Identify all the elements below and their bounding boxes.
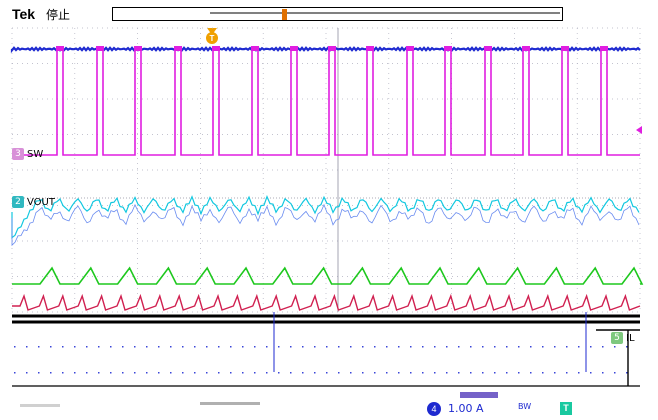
ch2-number: 2 <box>12 196 24 208</box>
ch5-il-trace <box>12 266 644 285</box>
record-position-marker <box>282 9 287 20</box>
ch3-edge-marks <box>56 46 608 51</box>
trigger-arrow-icon <box>207 28 217 35</box>
scope-header: Tek 停止 <box>0 0 658 28</box>
ch4-current-trace <box>12 314 640 324</box>
footer-artifact-3 <box>20 404 60 407</box>
ch1-trace <box>10 46 641 54</box>
ch2-vout-echo <box>11 203 640 247</box>
lower-graticule <box>14 346 628 374</box>
graticule <box>11 27 641 313</box>
ch3-offset-arrow-icon <box>636 126 642 134</box>
ch-red-trace <box>12 293 641 311</box>
ch4-badge[interactable]: 4 <box>427 402 441 416</box>
acquisition-status: 停止 <box>46 8 71 22</box>
bandwidth-limit-icon: BW <box>518 402 532 411</box>
trigger-glyph: T <box>210 34 215 43</box>
ch3-name: SW <box>27 149 44 160</box>
ch5-number: 5 <box>611 332 623 344</box>
ch5-name: IL <box>626 333 635 344</box>
trigger-source-badge[interactable]: T <box>560 402 572 415</box>
ch2-vout-trace <box>11 195 640 239</box>
trigger-position-icon <box>206 32 218 44</box>
ch3-number: 3 <box>12 148 24 160</box>
brand-logo: Tek <box>12 6 36 22</box>
record-position-bar[interactable] <box>112 7 563 21</box>
ch2-name: VOUT <box>27 197 55 208</box>
footer-artifact <box>460 392 498 398</box>
ch4-scale-readout[interactable]: 1.00 A <box>448 402 484 415</box>
ch3-sw-trace <box>12 48 640 156</box>
ch5-label[interactable]: 5 IL <box>611 332 635 346</box>
ch2-label[interactable]: 2 VOUT <box>12 196 55 210</box>
ch3-label[interactable]: 3 SW <box>12 148 43 162</box>
footer-artifact-2 <box>200 402 260 405</box>
